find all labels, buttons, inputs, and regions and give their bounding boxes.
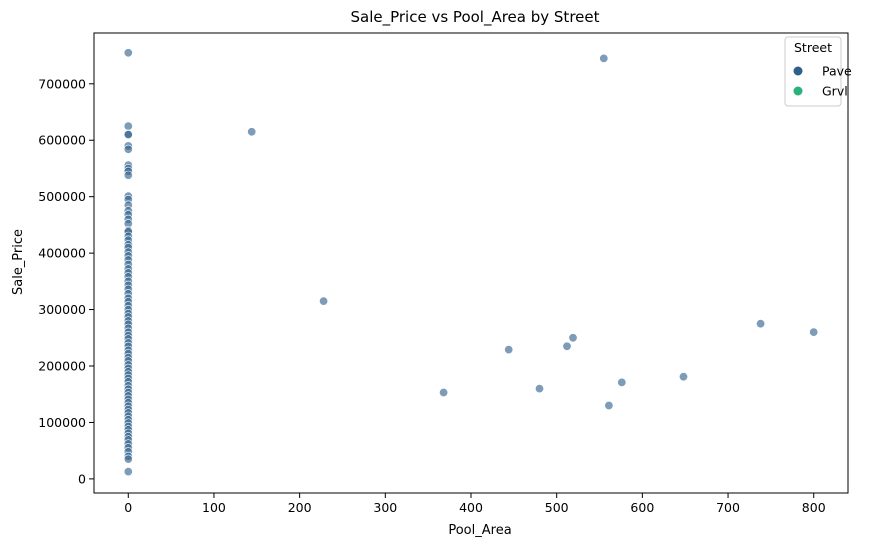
- chart-title: Sale_Price vs Pool_Area by Street: [351, 8, 600, 27]
- y-tick-label: 300000: [38, 302, 86, 317]
- x-axis-label: Pool_Area: [448, 523, 511, 538]
- scatter-point-pave: [534, 384, 544, 394]
- x-tick-label: 400: [459, 500, 483, 515]
- scatter-point-pave: [247, 127, 257, 137]
- plot-frame: [93, 32, 849, 494]
- legend-label-grvl: Grvl: [822, 84, 848, 99]
- legend-marker-grvl: [793, 86, 803, 96]
- x-tick-label: 700: [716, 500, 740, 515]
- x-tick-label: 100: [202, 500, 226, 515]
- y-axis-label: Sale_Price: [11, 229, 26, 295]
- scatter-point-pave: [123, 144, 133, 154]
- x-tick-label: 600: [630, 500, 654, 515]
- scatter-point-pave: [504, 345, 514, 355]
- legend-label-pave: Pave: [822, 64, 852, 79]
- scatter-point-pave: [568, 333, 578, 343]
- y-tick-label: 500000: [38, 189, 86, 204]
- scatter-point-pave: [599, 53, 609, 63]
- scatter-point-pave: [604, 400, 614, 410]
- y-tick-label: 400000: [38, 246, 86, 261]
- y-axis: 0 100000 200000 300000 400000 500000 600000 700…: [38, 76, 94, 486]
- x-tick-label: 0: [124, 500, 132, 515]
- scatter-point-pave: [319, 296, 329, 306]
- y-tick-label: 100000: [38, 415, 86, 430]
- y-tick-label: 600000: [38, 133, 86, 148]
- x-tick-label: 500: [545, 500, 569, 515]
- scatter-point-pave: [756, 319, 766, 329]
- scatter-point-pave: [123, 454, 133, 464]
- scatter-point-pave: [123, 467, 133, 477]
- x-tick-label: 200: [288, 500, 312, 515]
- scatter-point-pave: [678, 372, 688, 382]
- legend: Street Pave Grvl: [784, 36, 852, 107]
- scatter-point-pave: [123, 130, 133, 140]
- y-tick-label: 700000: [38, 76, 86, 91]
- scatter-point-pave: [617, 377, 627, 387]
- scatter-point-pave: [123, 121, 133, 131]
- legend-marker-pave: [793, 66, 803, 76]
- y-tick-label: 0: [78, 471, 86, 486]
- scatter-point-pave: [809, 327, 819, 337]
- y-tick-label: 200000: [38, 359, 86, 374]
- scatter-point-pave: [123, 48, 133, 58]
- plot-points: [123, 48, 819, 477]
- legend-title: Street: [794, 40, 832, 55]
- x-axis: 0 100 200 300 400 500 600 700 800: [124, 493, 826, 515]
- scatter-point-pave: [123, 170, 133, 180]
- scatter-point-pave: [439, 387, 449, 397]
- scatter-point-pave: [562, 341, 572, 351]
- x-tick-label: 800: [802, 500, 826, 515]
- x-tick-label: 300: [373, 500, 397, 515]
